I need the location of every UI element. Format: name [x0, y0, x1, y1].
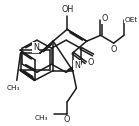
Text: O: O [111, 45, 117, 54]
Text: OH: OH [62, 5, 74, 14]
Text: OEt: OEt [125, 17, 138, 23]
Text: O: O [102, 14, 108, 23]
Text: N: N [33, 43, 39, 52]
Text: O: O [64, 115, 70, 124]
Text: CH₃: CH₃ [6, 85, 20, 91]
Text: CH₃: CH₃ [35, 115, 49, 121]
Text: N: N [74, 61, 80, 70]
Text: O: O [87, 58, 94, 67]
